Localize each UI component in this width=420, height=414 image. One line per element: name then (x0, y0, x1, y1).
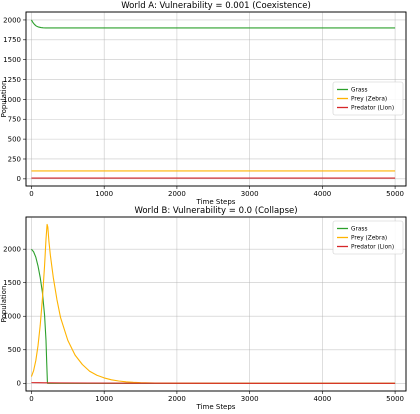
y-tick-label: 1500 (3, 56, 21, 64)
y-tick-label: 2000 (3, 16, 21, 24)
y-tick-label: 500 (8, 346, 21, 354)
y-tick-label: 1000 (3, 96, 21, 104)
x-tick-label: 3000 (241, 190, 259, 198)
x-tick-label: 3000 (241, 395, 259, 403)
y-tick-label: 2000 (3, 246, 21, 254)
series-line-prey-zebra (30, 223, 396, 384)
x-tick-label: 1000 (95, 190, 113, 198)
x-tick-label: 1000 (95, 395, 113, 403)
legend-frame (332, 81, 404, 116)
y-tick-label: 1000 (3, 313, 21, 321)
plot-border (25, 216, 407, 392)
x-tick-label: 5000 (386, 190, 404, 198)
panel-world-b: 0 1000 2000 3000 4000 5000 0 500 1000 1500 2000 Wor… (0, 206, 407, 411)
legend: Grass Prey (Zebra) Predator (Lion) (332, 81, 404, 116)
y-axis-label: Population (0, 286, 8, 323)
x-axis-label: Time Steps (196, 198, 236, 206)
legend-label: Prey (Zebra) (351, 236, 387, 242)
x-tick-label: 2000 (168, 395, 186, 403)
x-tick-label: 2000 (168, 190, 186, 198)
x-tick-label: 0 (29, 190, 33, 198)
y-tick-label: 0 (17, 380, 21, 388)
x-tick-label: 5000 (386, 395, 404, 403)
series-line-grass (30, 19, 396, 29)
panel-title: World B: Vulnerability = 0.0 (Collapse) (134, 206, 297, 216)
legend-label: Predator (Lion) (351, 106, 394, 112)
y-tick-label: 1500 (3, 279, 21, 287)
legend-label: Grass (351, 227, 367, 233)
legend-frame (332, 220, 404, 255)
panel-title: World A: Vulnerability = 0.001 (Coexiste… (121, 1, 311, 11)
y-axis-label: Population (0, 81, 8, 118)
y-tick-label: 750 (8, 116, 21, 124)
y-tick-label: 250 (8, 155, 21, 163)
x-tick-label: 4000 (313, 190, 331, 198)
legend-label: Grass (351, 88, 367, 94)
panel-world-a: 0 1000 2000 3000 4000 5000 0 250 500 750 1000 1250 1… (0, 1, 407, 206)
legend-label: Prey (Zebra) (351, 97, 387, 103)
y-tick-label: 500 (8, 136, 21, 144)
x-tick-label: 0 (29, 395, 33, 403)
legend-label: Predator (Lion) (351, 245, 394, 251)
y-tick-label: 1250 (3, 76, 21, 84)
legend: Grass Prey (Zebra) Predator (Lion) (332, 220, 404, 255)
series-line-predator-lion (31, 382, 396, 384)
plot-border (25, 11, 407, 187)
y-tick-label: 0 (17, 175, 21, 183)
y-tick-label: 1750 (3, 36, 21, 44)
x-tick-label: 4000 (313, 395, 331, 403)
x-axis-label: Time Steps (196, 403, 236, 410)
